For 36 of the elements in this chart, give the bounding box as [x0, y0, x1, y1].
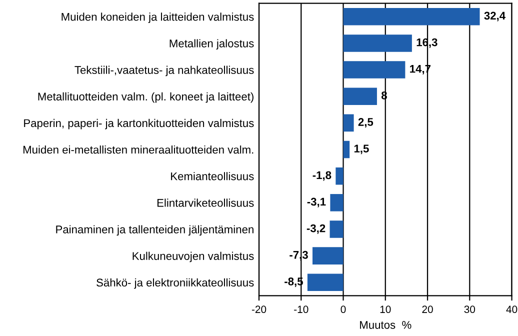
bar	[343, 88, 377, 106]
y-tick-label: Muiden ei-metallisten mineraalituotteiden valm.	[23, 145, 254, 154]
y-tick-label: Elintarviketeollisuus	[157, 198, 254, 207]
y-tick-label: Sähkö- ja elektroniikkateollisuus	[96, 278, 254, 289]
bar	[343, 8, 480, 26]
y-tick-label: Kulkuneuvojen valmistus	[132, 252, 254, 262]
x-tick-label: -10	[294, 306, 308, 314]
data-label: 32,4	[484, 12, 506, 22]
bar	[343, 61, 406, 78]
bar	[336, 167, 344, 185]
y-tick-label: Tekstiili-,vaatetus- ja nahkateollisuus	[74, 66, 254, 76]
y-tick-label: Painaminen ja tallenteiden jäljentäminen	[56, 225, 254, 236]
bar	[343, 34, 412, 52]
x-axis-title: Muutos %	[360, 321, 412, 329]
x-tick-label: 30	[464, 306, 476, 314]
y-tick-label: Kemianteollisuus	[171, 172, 254, 180]
x-tick-label: 10	[380, 306, 391, 314]
data-label: 2,5	[358, 118, 374, 128]
data-label: 1,5	[354, 144, 369, 154]
bar	[343, 140, 350, 158]
bar	[312, 247, 344, 264]
y-tick-label: Paperin, paperi- ja kartonkituotteiden valmistus	[24, 118, 254, 130]
data-label: -3,1	[307, 198, 326, 208]
bar	[343, 114, 354, 132]
bar	[330, 220, 344, 238]
y-tick-label: Metallien jalostus	[170, 39, 254, 50]
data-label: -3,2	[306, 224, 326, 234]
x-tick-label: 40	[506, 306, 518, 314]
x-tick-label: -20	[252, 306, 266, 314]
y-tick-label: Muiden koneiden ja laitteiden valmistus	[62, 12, 254, 23]
bar	[330, 194, 344, 212]
x-tick-label: 0	[340, 306, 346, 314]
data-label: -1,8	[312, 171, 332, 181]
bar	[307, 274, 344, 292]
x-tick-label: 20	[422, 306, 433, 314]
y-tick-label: Metallituotteiden valm. (pl. koneet ja laitteet)	[38, 92, 254, 103]
